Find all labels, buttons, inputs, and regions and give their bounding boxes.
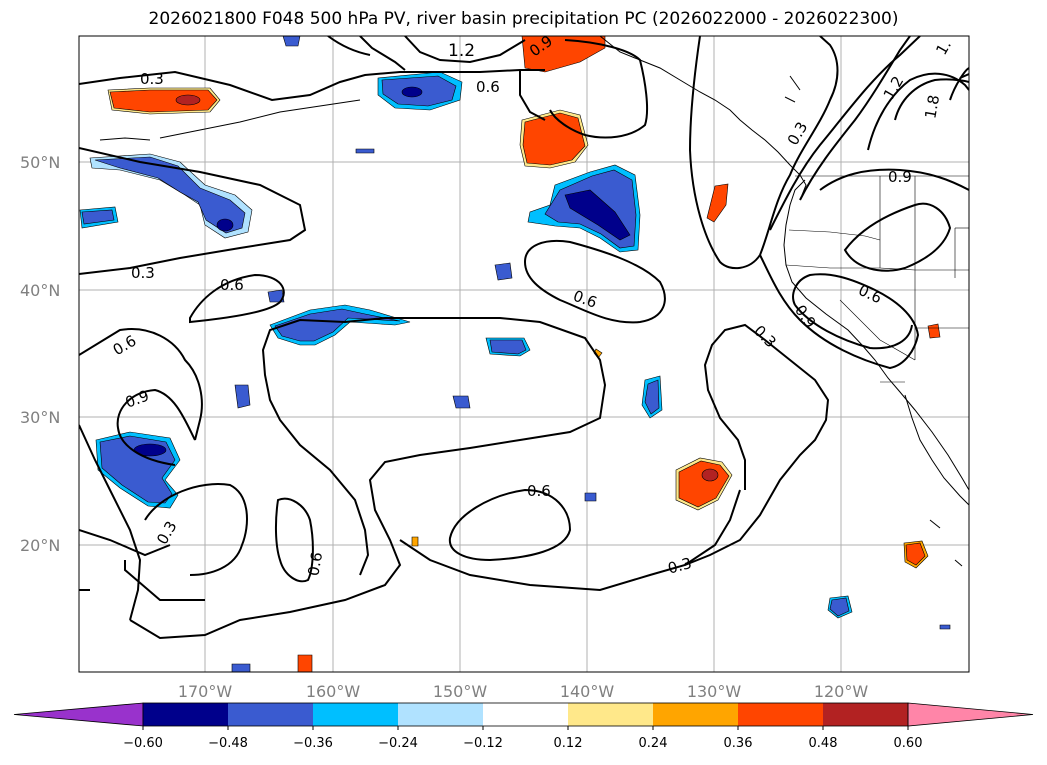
colorbar-tick-label: −0.48 [208, 736, 248, 751]
colorbar-tick-label: 0.48 [809, 736, 838, 751]
colorbar-segment [738, 703, 823, 726]
lon-label: 130°W [687, 682, 742, 701]
coastlines [99, 36, 969, 567]
colorbar-segment [653, 703, 738, 726]
contour-label: 0.6 [476, 78, 500, 96]
colorbar-frame [142, 702, 909, 727]
negative-precip-areas [79, 36, 951, 672]
contour-label: 0.6 [527, 482, 551, 500]
lon-label: 120°W [814, 682, 869, 701]
contour-label: 1.2 [448, 41, 475, 61]
contour-label: 0.6 [856, 281, 885, 307]
colorbar-extend-high [907, 702, 1034, 727]
contour-label: 0.3 [666, 554, 694, 578]
lon-label: 150°W [433, 682, 488, 701]
map-frame [78, 35, 970, 673]
colorbar [13, 702, 1034, 727]
colorbar-segment [398, 703, 483, 726]
colorbar-tick-label: 0.60 [894, 736, 923, 751]
lat-label: 40°N [20, 281, 60, 300]
contour-label: 0.3 [140, 70, 164, 88]
contour-label: 0.3 [131, 264, 155, 282]
lat-label: 30°N [20, 408, 60, 427]
graticule [79, 36, 969, 672]
colorbar-segment [228, 703, 313, 726]
contour-label: 0.6 [304, 551, 326, 578]
colorbar-segment [313, 703, 398, 726]
colorbar-ticks: −0.60 −0.48 −0.36 −0.24 −0.12 0.12 0.24 0.36 0.4… [123, 726, 922, 751]
colorbar-tick-label: 0.24 [639, 736, 668, 751]
contour-label: 0.6 [571, 287, 600, 312]
colorbar-tick-label: −0.24 [378, 736, 418, 751]
lon-label: 140°W [560, 682, 615, 701]
contour-label: 0.3 [153, 518, 181, 548]
lat-label: 20°N [20, 536, 60, 555]
lat-label: 50°N [20, 153, 60, 172]
colorbar-segment [823, 703, 908, 726]
positive-precip-areas [107, 36, 941, 672]
borders [785, 175, 969, 383]
colorbar-tick-label: −0.12 [463, 736, 503, 751]
latitude-labels: 50°N 40°N 30°N 20°N [20, 153, 60, 555]
colorbar-extend-low [13, 702, 144, 727]
colorbar-segment [568, 703, 653, 726]
lon-label: 170°W [178, 682, 233, 701]
contour-labels: 0.3 1.2 0.9 0.6 0.3 1.2 1.8 1. 0.9 0.3 0… [110, 32, 955, 578]
pv-contours [79, 36, 969, 640]
contour-label: 0.9 [888, 168, 912, 186]
contour-label: 0.3 [750, 322, 780, 352]
colorbar-segment [143, 703, 228, 726]
precipitation-fill [79, 36, 951, 672]
map-title: 2026021800 F048 500 hPa PV, river basin … [148, 9, 899, 29]
contour-label: 0.6 [110, 332, 140, 360]
colorbar-segment [483, 703, 568, 726]
colorbar-tick-label: 0.36 [724, 736, 753, 751]
lon-label: 160°W [306, 682, 361, 701]
colorbar-tick-label: −0.60 [123, 736, 163, 751]
colorbar-tick-label: 0.12 [554, 736, 583, 751]
longitude-labels: 170°W 160°W 150°W 140°W 130°W 120°W [178, 682, 869, 701]
contour-label: 0.6 [220, 276, 244, 294]
colorbar-tick-label: −0.36 [293, 736, 333, 751]
contour-label: 1. [932, 37, 955, 58]
contour-label: 1.8 [921, 93, 943, 120]
